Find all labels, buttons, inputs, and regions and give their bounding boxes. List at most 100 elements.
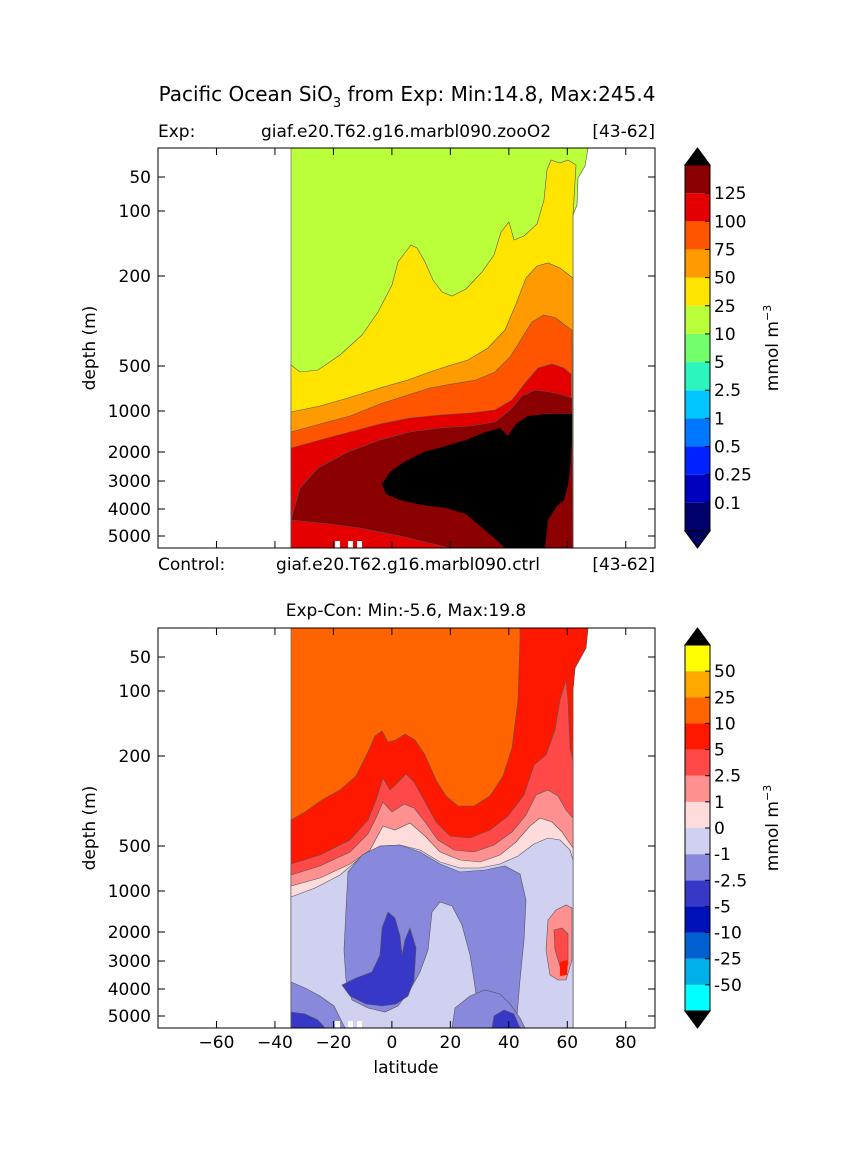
exp-colorbar: 0.1 0.25 0.5 1 2.5 5 10 25 50 75 100 125 — [684, 147, 752, 549]
diff-band-neg5-neg2.5 — [491, 1009, 521, 1028]
colorbar-swatch — [685, 671, 710, 698]
colorbar-swatch — [685, 362, 710, 391]
colorbar-swatch — [685, 749, 710, 776]
diff-missing-cell — [357, 1021, 362, 1028]
colorbar-over-arrow — [684, 627, 711, 646]
x-tick-label: 60 — [556, 1033, 578, 1053]
colorbar-tick-label: 10 — [714, 714, 736, 734]
colorbar-tick-label: 0.5 — [714, 438, 741, 458]
colorbar-swatch — [685, 723, 710, 750]
y-tick-label: 1000 — [108, 882, 151, 902]
exp-missing-cell — [348, 541, 353, 548]
diff-missing-cell — [348, 1021, 353, 1028]
colorbar-tick-label: 0.1 — [714, 494, 741, 514]
exp-label: Exp: — [158, 122, 195, 142]
diff-y-axis-label: depth (m) — [80, 786, 100, 871]
colorbar-tick-label: 75 — [714, 240, 736, 260]
diff-band-east-edge — [560, 960, 568, 976]
colorbar-tick-label: 5 — [714, 741, 725, 761]
y-tick-label: 3000 — [108, 472, 151, 492]
y-tick-label: 200 — [119, 267, 151, 287]
y-tick-label: 50 — [129, 168, 151, 188]
colorbar-swatch — [685, 277, 710, 306]
y-tick-label: 3000 — [108, 952, 151, 972]
exp-x-ticks — [215, 148, 627, 548]
colorbar-swatch — [685, 446, 710, 475]
exp-y-axis-label: depth (m) — [80, 306, 100, 391]
diff-x-axis-label: latitude — [373, 1058, 438, 1078]
colorbar-swatch — [685, 880, 710, 907]
diff-missing-cell — [335, 1021, 340, 1028]
colorbar-under-arrow — [684, 1010, 711, 1029]
x-tick-label: −20 — [315, 1033, 351, 1053]
colorbar-tick-label: 1 — [714, 409, 725, 429]
diff-y-axis: 50 100 200 500 1000 2000 3000 4000 5000 — [108, 648, 655, 1027]
colorbar-swatch — [685, 249, 710, 278]
y-tick-label: 2000 — [108, 923, 151, 943]
diff-plot-frame — [157, 627, 656, 1029]
colorbar-tick-label: 25 — [714, 688, 736, 708]
y-tick-label: 2000 — [108, 443, 151, 463]
control-label: Control: — [158, 555, 225, 575]
colorbar-swatch — [685, 775, 710, 802]
colorbar-swatch — [685, 828, 710, 855]
diff-x-axis: −60 −40 −20 0 20 40 60 80 — [199, 628, 637, 1053]
colorbar-swatch — [685, 502, 710, 531]
diff-band-east-edge — [553, 927, 569, 967]
colorbar-swatch — [685, 474, 710, 503]
y-tick-label: 5000 — [108, 527, 151, 547]
colorbar-swatch — [685, 854, 710, 881]
y-tick-label: 500 — [119, 837, 151, 857]
colorbar-tick-label: -25 — [714, 950, 742, 970]
diff-colorbar-label: mmol m−3 — [761, 785, 783, 871]
colorbar-swatch — [685, 390, 710, 419]
x-tick-label: 80 — [615, 1033, 637, 1053]
colorbar-tick-label: 1 — [714, 793, 725, 813]
colorbar-swatch — [685, 958, 710, 985]
colorbar-tick-label: 0 — [714, 819, 725, 839]
diff-band-neg5-neg2.5 — [341, 911, 417, 1007]
colorbar-swatch — [685, 221, 710, 250]
colorbar-tick-label: 25 — [714, 297, 736, 317]
exp-y-axis: 50 100 200 500 1000 2000 3000 4000 5000 — [108, 168, 655, 547]
colorbar-swatch — [685, 333, 710, 363]
exp-band-over — [382, 414, 572, 548]
y-tick-label: 100 — [119, 202, 151, 222]
diff-band-neg5-neg2.5 — [290, 1011, 326, 1028]
exp-contour-field — [290, 148, 589, 548]
colorbar-tick-label: -10 — [714, 924, 742, 944]
exp-missing-cell — [335, 541, 340, 548]
colorbar-swatch — [685, 645, 710, 672]
colorbar-tick-label: 2.5 — [714, 767, 741, 787]
diff-contour-field — [290, 628, 589, 1028]
colorbar-over-arrow — [684, 147, 711, 166]
y-tick-label: 4000 — [108, 500, 151, 520]
y-tick-label: 4000 — [108, 980, 151, 1000]
colorbar-swatch — [685, 906, 710, 933]
colorbar-swatch — [685, 984, 710, 1011]
colorbar-swatch — [685, 932, 710, 959]
colorbar-tick-label: -2.5 — [714, 871, 747, 891]
x-tick-label: 40 — [498, 1033, 520, 1053]
colorbar-under-arrow — [684, 530, 711, 549]
colorbar-tick-label: 125 — [714, 184, 746, 204]
colorbar-swatch — [685, 418, 710, 447]
colorbar-tick-label: 2.5 — [714, 381, 741, 401]
colorbar-frame — [684, 164, 711, 532]
control-case-name: giaf.e20.T62.g16.marbl090.ctrl — [276, 555, 540, 575]
exp-missing-cell — [357, 541, 362, 548]
colorbar-tick-label: 100 — [714, 212, 746, 232]
x-tick-label: 20 — [440, 1033, 462, 1053]
colorbar-tick-label: 10 — [714, 325, 736, 345]
figure-title: Pacific Ocean SiO3 from Exp: Min:14.8, M… — [159, 82, 656, 111]
colorbar-tick-label: 50 — [714, 662, 736, 682]
colorbar-tick-label: 5 — [714, 353, 725, 373]
y-tick-label: 200 — [119, 747, 151, 767]
y-tick-label: 1000 — [108, 402, 151, 422]
colorbar-tick-label: 0.25 — [714, 466, 752, 486]
colorbar-swatch — [685, 165, 710, 194]
exp-years: [43-62] — [592, 122, 655, 142]
colorbar-tick-label: -50 — [714, 976, 742, 996]
